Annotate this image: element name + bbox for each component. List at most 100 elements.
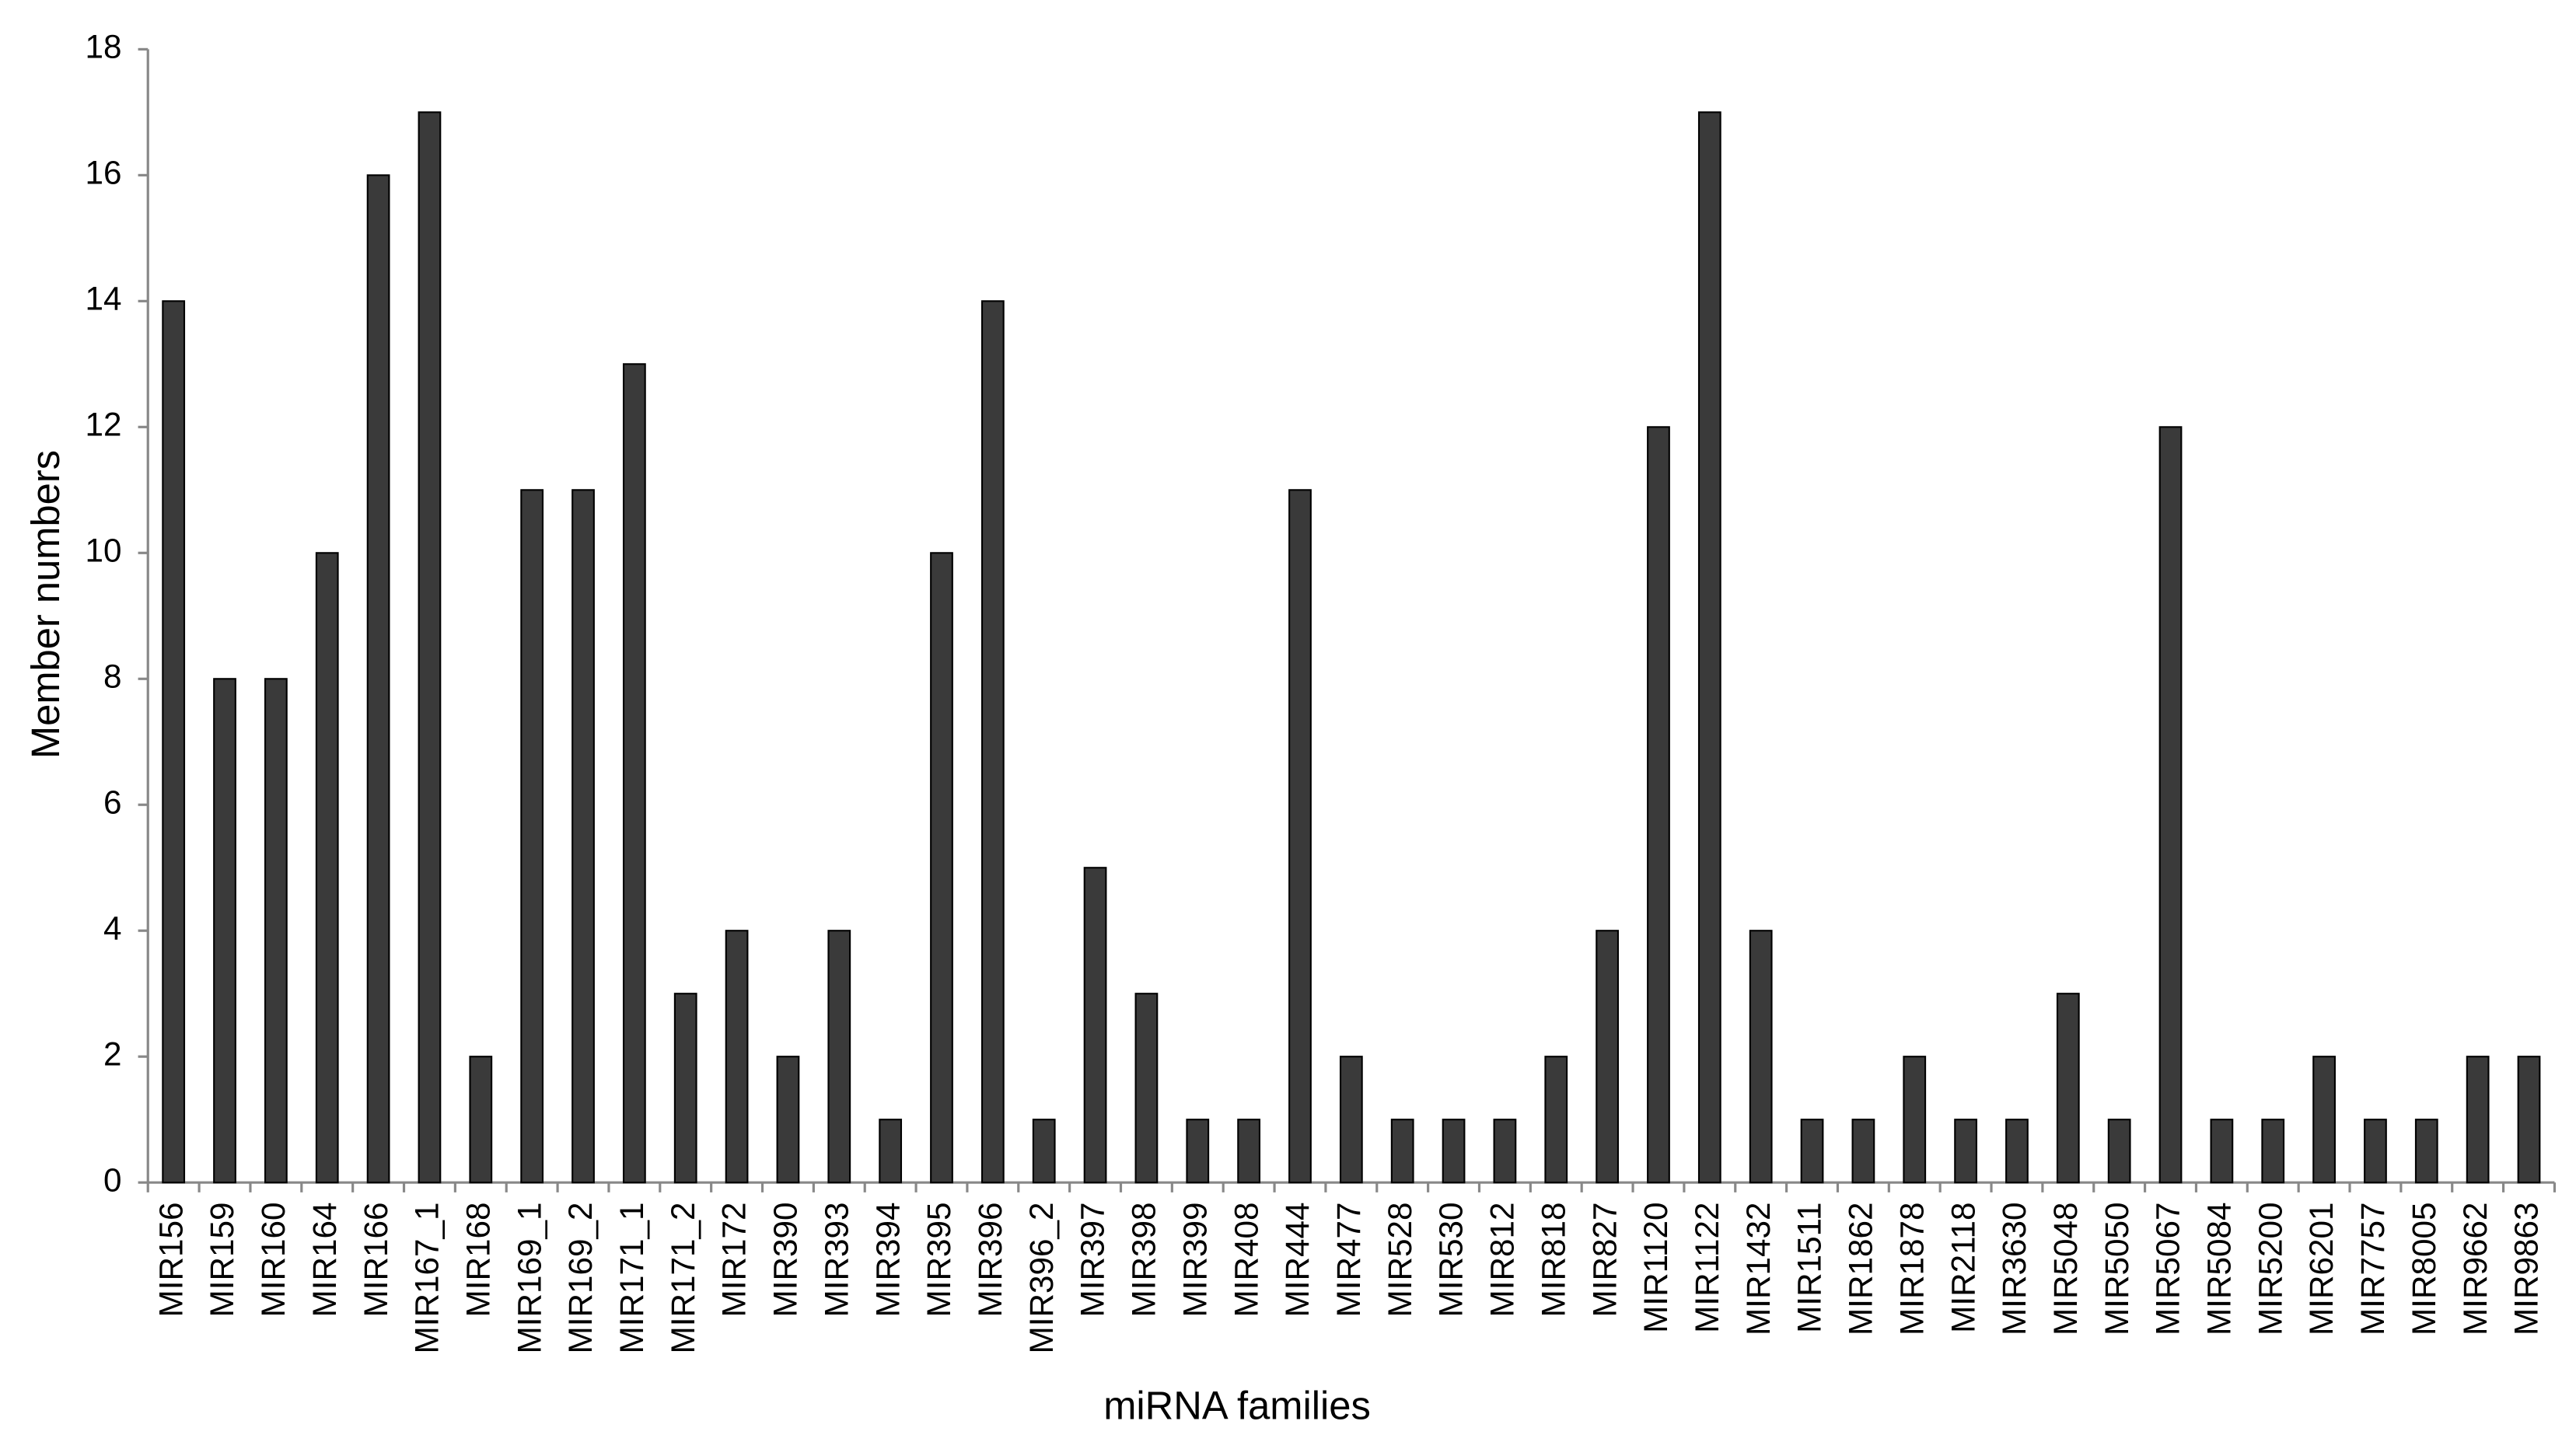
x-tick-label: MIR9863 <box>2508 1203 2545 1336</box>
bar <box>366 174 390 1184</box>
bar <box>1697 111 1721 1184</box>
x-tick-label: MIR477 <box>1330 1203 1367 1318</box>
bar <box>469 1056 493 1184</box>
x-tick-label: MIR5200 <box>2252 1203 2288 1336</box>
bar <box>162 300 186 1184</box>
bar <box>1749 930 1773 1184</box>
bar <box>2210 1119 2234 1184</box>
x-tick-label: MIR444 <box>1279 1203 1316 1318</box>
x-tick-label: MIR8005 <box>2406 1203 2442 1336</box>
bar <box>1544 1056 1568 1184</box>
bar <box>571 489 595 1184</box>
bar <box>2312 1056 2336 1184</box>
x-tick-label: MIR827 <box>1586 1203 1623 1318</box>
bar <box>673 993 697 1184</box>
x-tick-label: MIR164 <box>306 1203 343 1318</box>
bar <box>1954 1119 1977 1184</box>
x-tick-label: MIR396_2 <box>1023 1203 1060 1354</box>
x-tick-label: MIR394 <box>869 1203 906 1318</box>
x-tick-label: MIR6201 <box>2303 1203 2340 1336</box>
x-tick-label: MIR156 <box>152 1203 189 1318</box>
x-tick-label: MIR169_2 <box>562 1203 599 1354</box>
x-tick-label: MIR1511 <box>1791 1203 1828 1333</box>
x-tick-label: MIR172 <box>716 1203 753 1318</box>
x-tick-label: MIR1122 <box>1689 1203 1725 1333</box>
x-tick-label: MIR390 <box>767 1203 804 1318</box>
bar <box>1442 1119 1466 1184</box>
x-tick-label: MIR396 <box>972 1203 1008 1318</box>
x-tick-label: MIR1862 <box>1843 1203 1879 1336</box>
y-tick-label: 0 <box>103 1161 122 1198</box>
x-tick-label: MIR3630 <box>1996 1203 2032 1336</box>
bar <box>2364 1119 2387 1184</box>
bar <box>1032 1119 1056 1184</box>
bar <box>264 678 288 1184</box>
bar <box>1800 1119 1824 1184</box>
bar <box>1339 1056 1363 1184</box>
x-tick-label: MIR1432 <box>1740 1203 1777 1336</box>
x-tick-label: MIR1878 <box>1893 1203 1930 1336</box>
bar <box>725 930 749 1184</box>
x-tick-label: MIR5084 <box>2201 1203 2238 1336</box>
x-tick-label: MIR397 <box>1075 1203 1111 1318</box>
x-tick-label: MIR160 <box>255 1203 292 1318</box>
bar <box>1647 426 1670 1184</box>
bar <box>520 489 544 1184</box>
y-tick-label: 4 <box>103 910 122 946</box>
x-tick-label: MIR393 <box>818 1203 855 1318</box>
x-tick-label: MIR159 <box>204 1203 240 1318</box>
bar <box>827 930 851 1184</box>
x-tick-label: MIR167_1 <box>409 1203 446 1354</box>
y-tick-label: 18 <box>85 29 121 65</box>
x-tick-label: MIR168 <box>460 1203 496 1318</box>
x-tick-label: MIR171_2 <box>665 1203 701 1354</box>
bar <box>1390 1119 1414 1184</box>
x-tick-label: MIR2118 <box>1945 1203 1981 1333</box>
x-tick-label: MIR171_1 <box>613 1203 650 1354</box>
bar <box>1851 1119 1875 1184</box>
bar <box>2158 426 2183 1184</box>
y-tick-label: 6 <box>103 784 122 820</box>
bar <box>2517 1056 2541 1184</box>
bar <box>930 552 953 1184</box>
bar <box>1493 1119 1517 1184</box>
x-tick-label: MIR530 <box>1433 1203 1470 1318</box>
y-tick-label: 14 <box>85 280 121 316</box>
bar <box>776 1056 800 1184</box>
bar <box>1083 867 1107 1184</box>
bar <box>1288 489 1312 1184</box>
bar <box>213 678 236 1184</box>
x-tick-label: MIR1120 <box>1638 1203 1674 1333</box>
bar <box>1186 1119 1210 1184</box>
bar <box>2261 1119 2285 1184</box>
y-tick-label: 10 <box>85 532 121 568</box>
y-tick-label: 12 <box>85 406 121 442</box>
x-tick-label: MIR528 <box>1382 1203 1418 1318</box>
x-tick-label: MIR818 <box>1535 1203 1571 1318</box>
bar <box>980 300 1005 1184</box>
bar <box>2107 1119 2131 1184</box>
x-tick-label: MIR5050 <box>2099 1203 2135 1336</box>
bar <box>1903 1056 1927 1184</box>
x-tick-label: MIR9662 <box>2457 1203 2494 1336</box>
y-tick-label: 2 <box>103 1035 122 1072</box>
x-tick-label: MIR5067 <box>2150 1203 2186 1336</box>
bar <box>1134 993 1159 1184</box>
x-tick-label: MIR395 <box>921 1203 957 1318</box>
x-tick-label: MIR398 <box>1126 1203 1162 1318</box>
bar <box>2414 1119 2438 1184</box>
bar <box>2005 1119 2029 1184</box>
bar <box>418 111 442 1184</box>
bar <box>315 552 339 1184</box>
y-tick-label: 8 <box>103 658 122 694</box>
x-tick-label: MIR5048 <box>2047 1203 2084 1336</box>
bar <box>2466 1056 2490 1184</box>
bar <box>1596 930 1620 1184</box>
bar <box>622 363 646 1184</box>
bar <box>879 1119 903 1184</box>
y-axis-title: Member numbers <box>23 450 68 759</box>
y-tick-label: 16 <box>85 155 121 191</box>
x-tick-label: MIR399 <box>1176 1203 1213 1318</box>
